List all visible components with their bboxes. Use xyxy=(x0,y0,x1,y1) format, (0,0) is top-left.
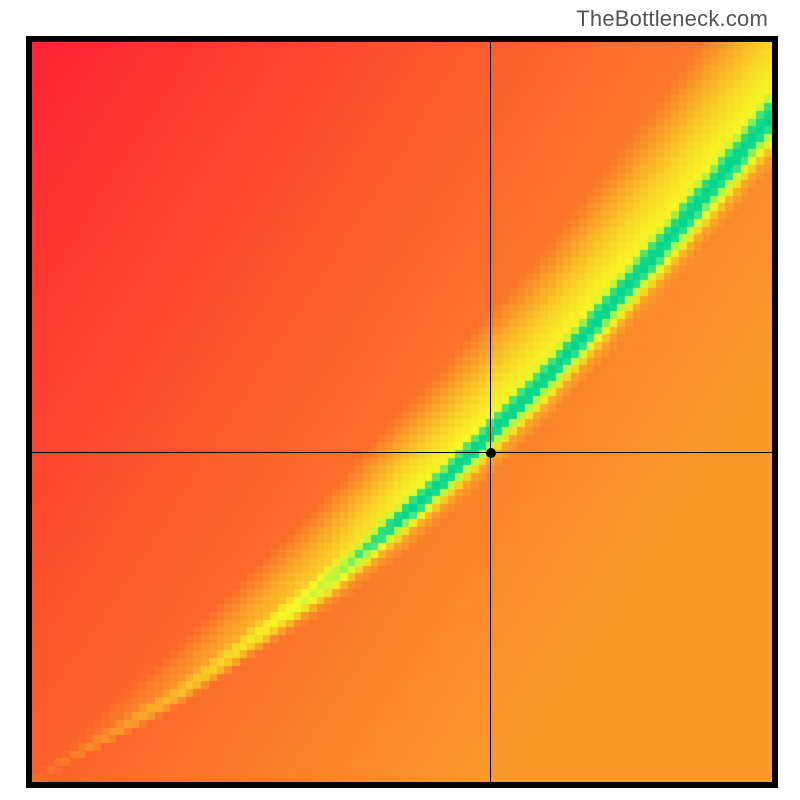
crosshair-horizontal xyxy=(32,452,772,453)
heatmap-canvas xyxy=(32,42,772,782)
crosshair-vertical xyxy=(490,42,491,782)
crosshair-dot xyxy=(486,448,496,458)
watermark-text: TheBottleneck.com xyxy=(576,6,768,32)
plot-frame xyxy=(26,36,778,788)
chart-container: TheBottleneck.com xyxy=(0,0,800,800)
